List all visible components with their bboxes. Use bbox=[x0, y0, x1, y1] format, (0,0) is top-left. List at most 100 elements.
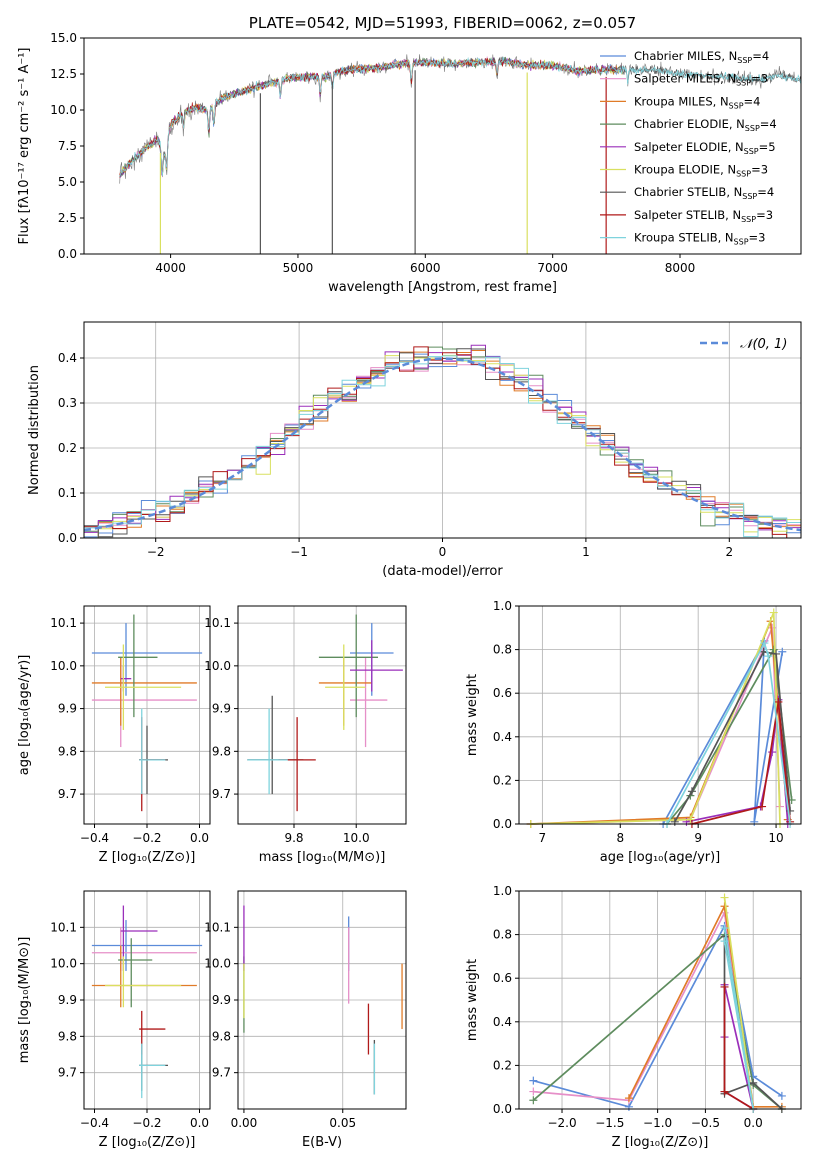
axes-frame bbox=[83, 37, 802, 255]
y-tick-label: 9.8 bbox=[212, 1029, 231, 1043]
y-tick-label: 0.1 bbox=[58, 486, 77, 500]
y-tick-label: 15.0 bbox=[50, 31, 77, 45]
weight-series bbox=[530, 620, 789, 825]
x-tick-label: 2 bbox=[725, 545, 733, 559]
weight-marker bbox=[749, 1078, 758, 1087]
x-tick-label: −0.5 bbox=[691, 1116, 720, 1130]
ticks-mass-vs-Z: −0.4 −0.2 0.0 9.7 9.8 9.9 10.0 10.1 bbox=[50, 891, 210, 1130]
x-tick-label: 9 bbox=[694, 831, 702, 845]
weight-marker bbox=[529, 1087, 538, 1096]
y-tick-label: 9.9 bbox=[58, 993, 77, 1007]
y-tick-label: 0.3 bbox=[58, 396, 77, 410]
weight-marker bbox=[758, 802, 767, 811]
errorbars-mass-vs-Z bbox=[91, 905, 203, 1099]
model-spectrum bbox=[119, 58, 623, 176]
weight-marker bbox=[687, 787, 696, 796]
x-axis-label: E(B-V) bbox=[302, 1135, 342, 1150]
y-tick-label: 2.5 bbox=[58, 211, 77, 225]
ticks-residuals: −2 −1 0 1 2 0.0 0.1 0.2 0.3 0.4 bbox=[58, 322, 801, 559]
y-tick-label: 9.9 bbox=[212, 702, 231, 716]
x-tick-label: −1 bbox=[290, 545, 308, 559]
y-tick-label: 0.6 bbox=[493, 971, 512, 985]
weight-series bbox=[530, 612, 781, 825]
legend-entry: Kroupa MILES, NSSP=4 bbox=[634, 94, 760, 110]
y-tick-label: 9.7 bbox=[58, 787, 77, 801]
axes-frame bbox=[83, 605, 211, 825]
y-tick-label: 1.0 bbox=[493, 884, 512, 898]
chart-title: PLATE=0542, MJD=51993, FIBERID=0062, z=0… bbox=[249, 14, 636, 32]
axes-frame bbox=[237, 890, 407, 1110]
weight-marker bbox=[769, 608, 778, 617]
weight-marker bbox=[720, 937, 729, 946]
axes-frame bbox=[83, 890, 211, 1110]
y-axis-label: mass weight bbox=[465, 959, 480, 1041]
x-tick-label: −1.0 bbox=[643, 1116, 672, 1130]
weight-marker bbox=[529, 1096, 538, 1105]
x-tick-label: −1.5 bbox=[595, 1116, 624, 1130]
legend-entry: Salpeter MILES, NSSP=3 bbox=[634, 72, 768, 88]
ticks-spectrum: 4000 5000 6000 7000 8000 0.0 2.5 5.0 7.5 10.0 12.5… bbox=[50, 31, 695, 275]
ticks-age-vs-mass: 9.8 10.0 9.7 9.8 9.9 10.0 10.1 bbox=[204, 606, 406, 845]
legend: Chabrier MILES, NSSP=4 Salpeter MILES, NS… bbox=[600, 49, 777, 247]
y-tick-label: 0.8 bbox=[493, 643, 512, 657]
legend-entry: Chabrier STELIB, NSSP=4 bbox=[634, 185, 774, 201]
y-tick-label: 0.0 bbox=[58, 247, 77, 261]
x-tick-label: 0.0 bbox=[744, 1116, 763, 1130]
y-tick-label: 10.0 bbox=[204, 659, 231, 673]
weight-marker bbox=[772, 649, 781, 658]
y-axis-label: age [log₁₀(age/yr)] bbox=[17, 655, 32, 776]
y-tick-label: 9.8 bbox=[58, 1029, 77, 1043]
y-axis-label: mass weight bbox=[465, 674, 480, 756]
x-axis-label: age [log₁₀(age/yr)] bbox=[600, 850, 721, 865]
y-tick-label: 0.2 bbox=[493, 773, 512, 787]
y-tick-label: 12.5 bbox=[50, 67, 77, 81]
legend-entry: 𝒩(0, 1) bbox=[740, 337, 787, 352]
weight-marker bbox=[764, 652, 773, 661]
weight-marker bbox=[686, 815, 695, 824]
ticks-weight-vs-Z: −2.0 −1.5 −1.0 −0.5 0.0 0.0 0.2 0.4 0.6 0.8 1.0 bbox=[493, 884, 801, 1130]
y-tick-label: 10.0 bbox=[50, 957, 77, 971]
y-axis-label: Flux [fλ10⁻¹⁷ erg cm⁻² s⁻¹ A⁻¹] bbox=[17, 48, 32, 245]
weight-series bbox=[686, 699, 789, 825]
weight-series bbox=[530, 627, 781, 825]
y-tick-label: 0.0 bbox=[58, 531, 77, 545]
y-tick-label: 10.1 bbox=[50, 616, 77, 630]
model-spectrum bbox=[119, 56, 623, 178]
histograms bbox=[84, 344, 801, 538]
x-tick-label: −2 bbox=[147, 545, 165, 559]
x-tick-label: −0.2 bbox=[132, 831, 161, 845]
model-spectrum bbox=[119, 57, 623, 176]
weight-marker bbox=[720, 1087, 729, 1096]
y-tick-label: 10.1 bbox=[50, 920, 77, 934]
weight-series bbox=[691, 701, 791, 825]
x-tick-label: −0.4 bbox=[80, 831, 109, 845]
weight-marker bbox=[720, 982, 729, 991]
weight-marker bbox=[774, 697, 783, 706]
weight-series bbox=[723, 927, 755, 1110]
x-tick-label: 0 bbox=[439, 545, 447, 559]
x-tick-label: −0.4 bbox=[80, 1116, 109, 1130]
errorbars-age-vs-mass bbox=[247, 614, 403, 812]
model-spectrum bbox=[119, 58, 623, 179]
x-tick-label: −2.0 bbox=[547, 1116, 576, 1130]
x-tick-label: 7000 bbox=[537, 261, 568, 275]
x-tick-label: 7 bbox=[539, 831, 547, 845]
y-tick-label: 9.9 bbox=[58, 702, 77, 716]
y-tick-label: 10.0 bbox=[50, 659, 77, 673]
weight-marker bbox=[720, 893, 729, 902]
y-tick-label: 10.0 bbox=[50, 103, 77, 117]
x-tick-label: 10 bbox=[768, 831, 783, 845]
x-axis-label: Z [log₁₀(Z/Z⊙)] bbox=[99, 850, 196, 865]
y-tick-label: 1.0 bbox=[493, 599, 512, 613]
model-spectrum bbox=[119, 56, 801, 177]
weight-marker bbox=[777, 1091, 786, 1100]
x-tick-label: 10.0 bbox=[343, 831, 370, 845]
x-axis-label: Z [log₁₀(Z/Z⊙)] bbox=[99, 1135, 196, 1150]
y-tick-label: 9.9 bbox=[212, 993, 231, 1007]
legend-entry: Kroupa ELODIE, NSSP=3 bbox=[634, 163, 768, 179]
errorbars-age-vs-Z bbox=[91, 614, 203, 812]
y-tick-label: 0.0 bbox=[493, 1102, 512, 1116]
model-spectrum bbox=[119, 56, 623, 178]
x-tick-label: 0.05 bbox=[329, 1116, 356, 1130]
